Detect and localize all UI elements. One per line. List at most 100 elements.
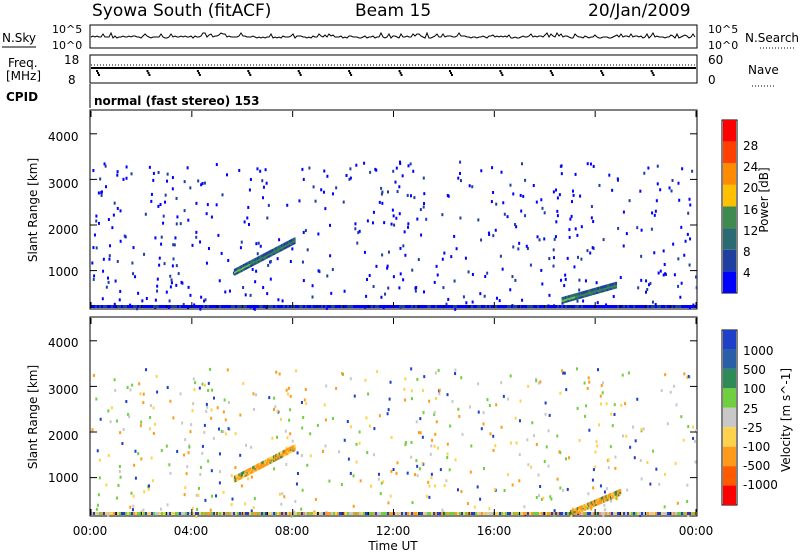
velocity-feature-pixel — [256, 463, 259, 467]
velocity-pixel — [98, 458, 101, 462]
velocity-pixel-ground — [551, 512, 553, 515]
velocity-pixel — [493, 487, 496, 491]
velocity-pixel — [92, 373, 95, 377]
power-pixel — [457, 176, 460, 180]
power-pixel — [105, 285, 108, 289]
velocity-pixel — [439, 468, 442, 472]
velocity-feature-pixel — [599, 499, 602, 503]
velocity-pixel-ground — [399, 512, 401, 515]
power-feature-pixel — [608, 287, 611, 291]
power-pixel-ground — [605, 305, 607, 308]
power-feature-pixel — [603, 286, 606, 290]
power-pixel-ground — [217, 305, 219, 308]
velocity-pixel — [179, 392, 182, 396]
power-pixel-ground — [327, 305, 329, 308]
velocity-pixel — [518, 479, 521, 483]
power-pixel-ground — [139, 305, 141, 308]
velocity-pixel-ground — [651, 512, 653, 515]
velocity-pixel — [477, 382, 480, 386]
power-feature-pixel — [275, 247, 278, 251]
velocity-feature-pixel — [246, 472, 249, 476]
power-pixel — [392, 214, 395, 218]
velocity-pixel-ground — [99, 512, 101, 515]
velocity-pixel — [323, 403, 326, 407]
velocity-pixel-ground — [357, 512, 359, 515]
power-pixel-ground — [311, 305, 313, 308]
power-pixel — [164, 200, 167, 204]
velocity-feature-pixel — [572, 509, 575, 513]
velocity-feature-pixel — [254, 466, 257, 470]
velocity-pixel — [587, 492, 590, 496]
power-pixel — [372, 210, 375, 214]
velocity-pixel — [230, 474, 233, 478]
power-feature-pixel — [252, 259, 255, 263]
velocity-pixel — [434, 432, 437, 436]
power-feature-pixel — [241, 266, 244, 270]
velocity-pixel-ground — [97, 512, 99, 515]
power-colorbar-segment — [723, 141, 736, 164]
power-feature-pixel — [593, 291, 596, 295]
power-pixel — [691, 169, 694, 173]
power-feature-pixel — [592, 290, 595, 294]
power-pixel-ground — [111, 305, 113, 308]
velocity-feature-pixel — [591, 502, 594, 506]
power-feature-pixel — [284, 245, 287, 249]
power-pixel — [639, 189, 642, 193]
velocity-pixel — [446, 442, 449, 446]
velocity-pixel — [559, 486, 562, 490]
time-tick-20: 20:00 — [578, 524, 613, 538]
power-pixel-ground — [685, 305, 687, 308]
power-pixel-ground — [447, 305, 449, 308]
velocity-pixel-ground — [405, 512, 407, 515]
power-feature-pixel — [255, 259, 258, 263]
power-pixel-ground — [347, 305, 349, 308]
velocity-feature-pixel — [268, 459, 271, 463]
power-pixel — [179, 222, 182, 226]
power-pixel — [520, 209, 523, 213]
velocity-pixel-ground — [207, 512, 209, 515]
power-feature-pixel — [609, 283, 612, 287]
power-feature-pixel — [600, 289, 603, 293]
power-pixel — [471, 185, 474, 189]
velocity-pixel — [113, 378, 116, 382]
freq-dip-mark — [501, 74, 504, 76]
velocity-pixel — [419, 417, 422, 421]
velocity-pixel-ground — [157, 512, 159, 515]
power-feature-pixel — [593, 289, 596, 293]
velocity-pixel — [437, 368, 440, 372]
power-colorbar-segment — [723, 120, 736, 142]
freq-dip-mark — [146, 70, 149, 72]
velocity-feature-pixel — [238, 473, 241, 477]
power-cb-28: 28 — [743, 139, 758, 153]
velocity-feature-pixel — [590, 503, 593, 507]
velocity-pixel — [603, 490, 606, 494]
power-feature-pixel — [262, 255, 265, 259]
power-feature-pixel — [252, 260, 255, 264]
power-pixel-ground — [473, 305, 475, 308]
velocity-feature-pixel — [255, 464, 258, 468]
power-pixel-ground — [411, 305, 413, 308]
power-pixel — [598, 183, 601, 187]
power-pixel — [579, 194, 582, 198]
freq-right-tick-top: 60 — [708, 53, 723, 67]
power-feature-pixel — [248, 264, 251, 268]
velocity-pixel-ground — [159, 512, 161, 515]
velocity-pixel — [107, 514, 110, 518]
power-pixel — [664, 272, 667, 276]
power-pixel — [173, 243, 176, 247]
power-pixel — [684, 239, 687, 243]
velocity-pixel — [428, 484, 431, 488]
power-pixel-ground — [357, 305, 359, 308]
power-feature-pixel — [271, 248, 274, 252]
power-feature-pixel — [582, 293, 585, 297]
power-feature-pixel — [272, 251, 275, 255]
power-pixel-ground — [441, 305, 443, 308]
power-pixel — [378, 200, 381, 204]
velocity-pixel — [189, 430, 192, 434]
power-pixel-ground — [577, 305, 579, 308]
velocity-pixel — [663, 505, 666, 509]
velocity-pixel — [118, 470, 121, 474]
velocity-pixel — [129, 388, 132, 392]
power-feature-pixel — [579, 293, 582, 297]
velocity-pixel — [283, 495, 286, 499]
